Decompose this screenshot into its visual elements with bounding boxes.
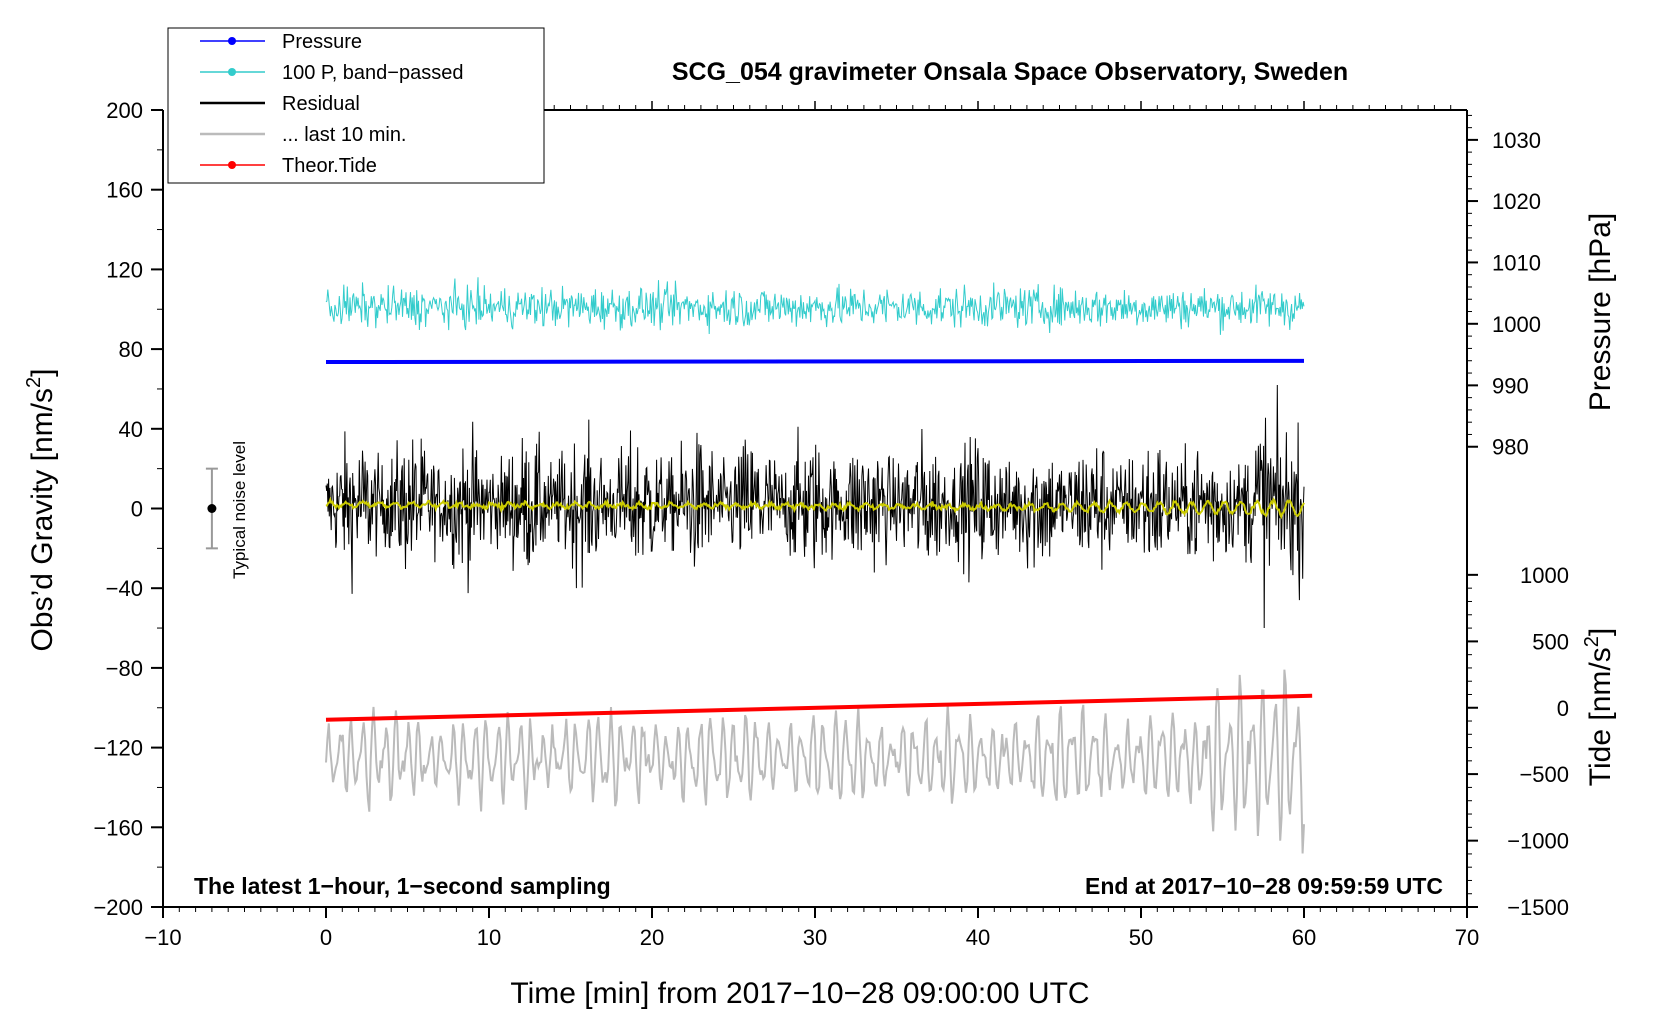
y-axis-title-tide-sup: 2 — [1581, 636, 1603, 647]
chart-title: SCG_054 gravimeter Onsala Space Observat… — [672, 58, 1348, 86]
x-axis-title: Time [min] from 2017−10−28 09:00:00 UTC — [510, 977, 1089, 1010]
y-tick-label: −80 — [106, 656, 143, 681]
y-axis-title-gravity-sup: 2 — [23, 377, 45, 388]
x-tick-label: 0 — [320, 925, 332, 950]
legend-box — [167, 27, 545, 184]
pressure-tick-label: 980 — [1492, 435, 1529, 460]
x-tick-label: 70 — [1455, 925, 1479, 950]
tide-tick-label: −1000 — [1507, 829, 1569, 854]
pressure-tick-label: 990 — [1492, 373, 1529, 398]
pressure-tick-label: 1030 — [1492, 128, 1541, 153]
x-tick-label: 20 — [640, 925, 664, 950]
tide-tick-label: −500 — [1519, 762, 1569, 787]
series-residual-smoothed — [325, 496, 1305, 520]
y-tick-label: 40 — [119, 417, 143, 442]
y-tick-label: 120 — [106, 257, 143, 282]
noise-level-indicator: Typical noise level — [205, 441, 249, 579]
legend-label: 100 P, band−passed — [282, 62, 463, 84]
noise-level-label: Typical noise level — [230, 441, 249, 579]
axes-layer: −10 0 10 20 30 40 50 60 7020016012080400−40−80−1… — [93, 98, 1569, 950]
y-axis-title-pressure: Pressure [hPa] — [1584, 213, 1617, 411]
pressure-tick-label: 1020 — [1492, 189, 1541, 214]
pressure-tick-label: 1010 — [1492, 250, 1541, 275]
x-tick-label: 30 — [803, 925, 827, 950]
tide-tick-label: 500 — [1532, 629, 1569, 654]
legend-label: Theor.Tide — [282, 155, 377, 177]
y-axis-title-tide-text: Tide [nm/s — [1584, 647, 1617, 786]
legend-label: Pressure — [282, 31, 362, 53]
legend-label: Residual — [282, 93, 360, 115]
legend-marker — [228, 68, 236, 76]
y-tick-label: 200 — [106, 98, 143, 123]
series-pressure — [325, 358, 1305, 365]
tide-tick-label: 0 — [1557, 696, 1569, 721]
y-axis-title-gravity: Obs’d Gravity [nm/s2] — [23, 369, 59, 652]
legend-marker — [228, 37, 236, 45]
annotation-end-time: End at 2017−10−28 09:59:59 UTC — [1085, 873, 1443, 899]
x-tick-label: 60 — [1292, 925, 1316, 950]
y-tick-label: −120 — [93, 736, 143, 761]
series-pressure-band-passed — [325, 277, 1305, 335]
legend-label: ... last 10 min. — [282, 124, 407, 146]
legend: Pressure 100 P, band−passed Residual ... la… — [167, 27, 545, 184]
y-axis-title-tide-tail: ] — [1584, 628, 1617, 636]
x-tick-label: 10 — [477, 925, 501, 950]
series-residual — [325, 384, 1305, 629]
series-theoretical-tide — [325, 693, 1313, 722]
y-tick-label: 160 — [106, 178, 143, 203]
x-tick-label: −10 — [144, 925, 181, 950]
x-tick-label: 50 — [1129, 925, 1153, 950]
annotation-sampling: The latest 1−hour, 1−second sampling — [194, 873, 611, 899]
tide-tick-label: −1500 — [1507, 895, 1569, 920]
y-tick-label: −200 — [93, 895, 143, 920]
y-tick-label: −40 — [106, 576, 143, 601]
tide-tick-label: 1000 — [1520, 563, 1569, 588]
series-last-10-min — [325, 669, 1305, 854]
noise-bar-dot — [207, 504, 217, 513]
y-tick-label: −160 — [93, 815, 143, 840]
plot-data-layer — [325, 277, 1313, 854]
pressure-tick-label: 1000 — [1492, 312, 1541, 337]
y-tick-label: 80 — [119, 337, 143, 362]
y-axis-title-gravity-text: Obs’d Gravity [nm/s — [26, 388, 59, 651]
x-tick-label: 40 — [966, 925, 990, 950]
y-axis-title-tide: Tide [nm/s2] — [1581, 628, 1617, 786]
y-tick-label: 0 — [131, 497, 143, 522]
y-axis-title-gravity-tail: ] — [26, 369, 59, 377]
legend-marker — [228, 161, 236, 169]
